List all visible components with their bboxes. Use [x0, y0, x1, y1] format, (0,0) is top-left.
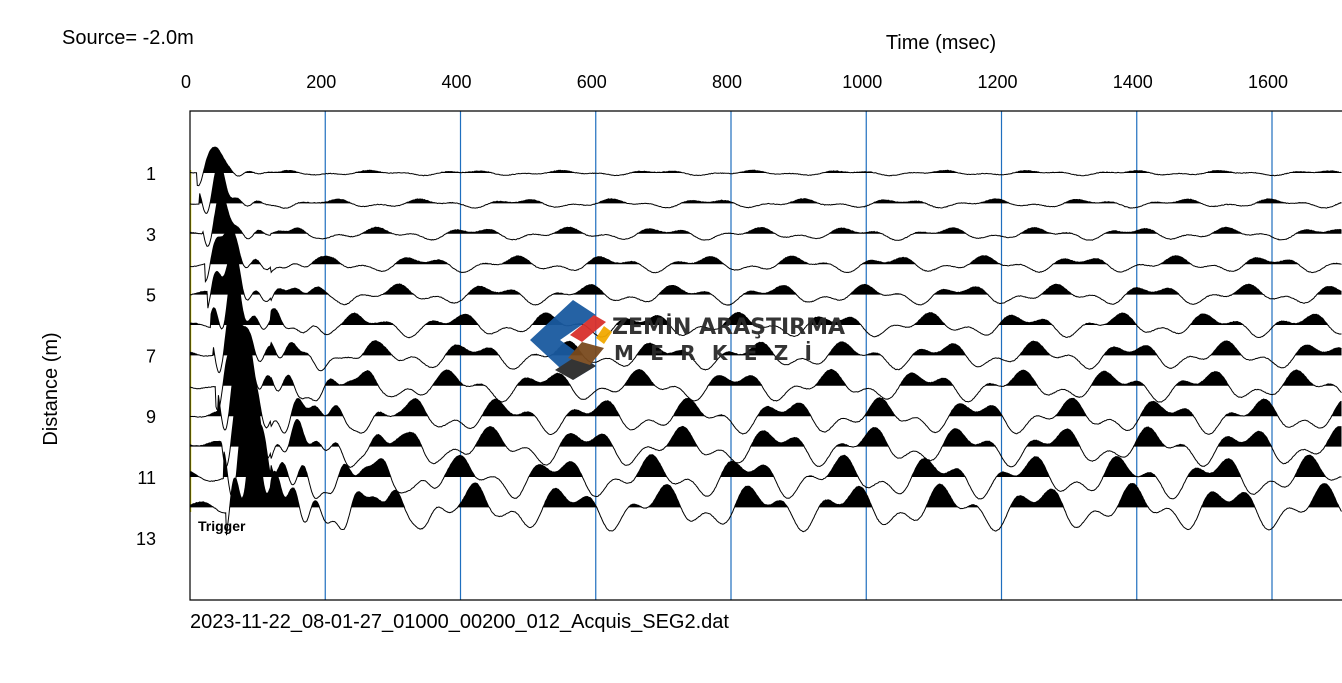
x-tick-0: 0	[181, 72, 191, 92]
x-tick-1000: 1000	[842, 72, 882, 92]
x-tick-800: 800	[712, 72, 742, 92]
x-tick-200: 200	[306, 72, 336, 92]
x-tick-1600: 1600	[1248, 72, 1288, 92]
plot-frame	[189, 110, 1342, 601]
logo-yellow-diamond-icon	[596, 326, 612, 344]
trace-8	[189, 326, 1342, 412]
trace-fill-2	[190, 162, 1342, 204]
plot-border	[189, 110, 1342, 601]
logo-subtitle: M E R K E Z İ	[614, 341, 812, 365]
logo-red-bar-icon	[570, 315, 606, 342]
trace-fill-1	[190, 147, 1342, 173]
source-label: Source= -2.0m	[62, 27, 194, 49]
y-tick-9: 9	[146, 407, 156, 427]
y-tick-13: 13	[136, 529, 156, 549]
trace-fill-9	[190, 356, 1342, 417]
x-tick-1200: 1200	[977, 72, 1017, 92]
watermark-logo: ZEMİN ARAŞTIRMA M E R K E Z İ	[530, 300, 845, 380]
trace-7	[190, 303, 1342, 374]
trace-6	[189, 262, 1342, 339]
file-name: 2023-11-22_08-01-27_01000_00200_012_Acqu…	[190, 611, 729, 633]
y-tick-5: 5	[146, 286, 156, 306]
trace-fill-7	[190, 303, 1342, 356]
trace-11	[190, 407, 1342, 500]
trace-group	[189, 146, 1342, 536]
trace-2	[189, 162, 1342, 214]
trace-4	[189, 227, 1342, 284]
trace-fill-12	[190, 415, 1342, 508]
trace-9	[189, 356, 1342, 435]
trace-fill-3	[190, 192, 1342, 234]
x-tick-labels: 0 200 400 600 800 1000 1200 1400 1600	[181, 72, 1288, 92]
logo-brown-bar-icon	[568, 342, 604, 365]
trace-1	[189, 146, 1342, 187]
trigger-label: Trigger	[198, 518, 246, 534]
trace-fill-5	[190, 246, 1342, 295]
y-tick-11: 11	[137, 468, 156, 488]
trace-3	[189, 191, 1342, 247]
trace-10	[189, 388, 1342, 468]
trace-5	[189, 245, 1342, 309]
y-tick-7: 7	[146, 346, 156, 366]
trace-fill-11	[190, 408, 1342, 477]
x-tick-600: 600	[577, 72, 607, 92]
x-tick-1400: 1400	[1113, 72, 1153, 92]
y-tick-1: 1	[146, 164, 156, 184]
logo-title: ZEMİN ARAŞTIRMA	[612, 314, 845, 340]
y-tick-3: 3	[146, 225, 156, 245]
x-axis-title: Time (msec)	[886, 32, 996, 54]
x-tick-400: 400	[441, 72, 471, 92]
y-axis-title: Distance (m)	[40, 332, 62, 445]
trace-12	[190, 414, 1342, 536]
trace-fill-10	[190, 388, 1342, 447]
